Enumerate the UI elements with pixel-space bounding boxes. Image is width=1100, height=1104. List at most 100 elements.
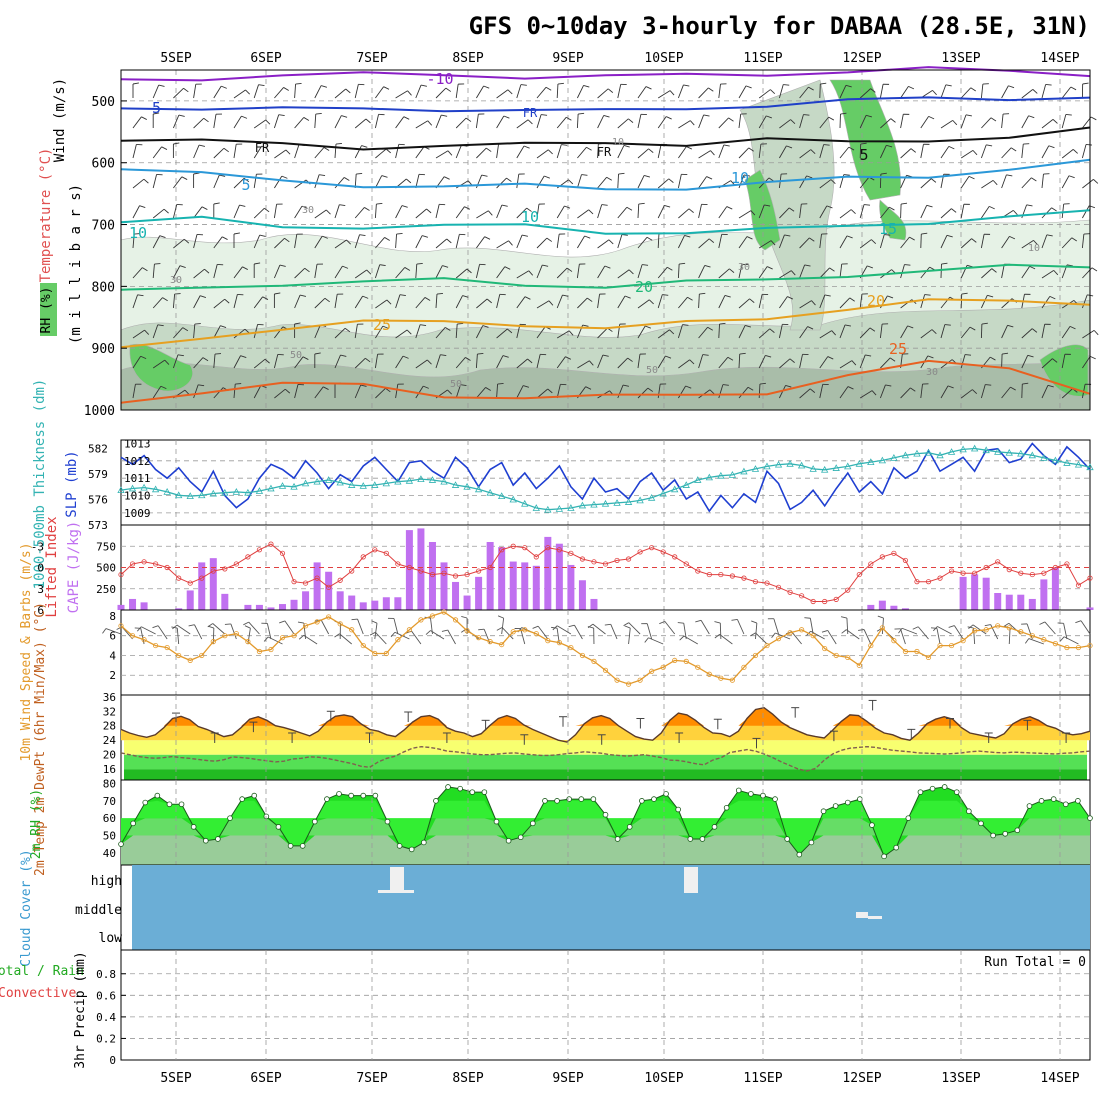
chart-title: GFS 0~10day 3-hourly for DABAA (28.5E, 3… [469,12,1090,40]
cape-bar [360,602,367,610]
wind-barb-flag [279,621,285,623]
wind-barb-flag [417,263,423,264]
rh2m-point [337,791,342,796]
rh2m-point [446,785,451,790]
rh-contour-label: 30 [302,205,314,216]
rh-contour-label: 10 [612,137,624,148]
cloud-gap [378,890,414,893]
rh2m-point [882,854,887,859]
wind-barb [412,631,421,644]
date-label-bottom: 5SEP [160,1071,191,1086]
wind-barb-flag [678,623,684,624]
cape-bar [141,602,148,610]
wind-barb [665,621,675,634]
wind-barb [900,629,905,644]
cloud-gap [856,912,868,918]
wind-barb-flag [498,616,504,618]
wind-barb [394,618,398,634]
rh2m-point [1075,798,1080,803]
date-label-top: 6SEP [250,51,281,66]
wind-barb-flag [949,626,955,628]
isotherm-label: 20 [867,292,885,310]
wind-barb-flag [858,629,864,630]
wind-barb [918,627,928,639]
wind-barb-flag [243,622,248,625]
rh2m-point [325,797,330,802]
thickness-tick-label: 576 [88,494,108,507]
wind-barb-flag [175,294,181,295]
wind-barb [1027,624,1032,639]
wind-barb [574,625,582,639]
cape-bar [256,605,263,610]
wind-barb-flag [645,638,649,643]
cape-tick-label: 250 [96,583,116,596]
cape-bar [487,542,494,610]
cape-bar [383,597,390,610]
cape-bar [521,562,528,610]
wind-barb [701,620,709,634]
date-label-bottom: 13SEP [941,1071,980,1086]
wind-barb-flag [533,626,539,628]
date-label-top: 14SEP [1040,51,1079,66]
rh2m-point [979,821,984,826]
date-label-top: 13SEP [941,51,980,66]
cloud-level-label: high [91,874,122,889]
temp-band-20-24 [124,740,1087,754]
cape-bar [579,580,586,610]
cape-bar [279,604,286,610]
wind-barb [774,619,779,634]
isotherm-label: FR [523,106,538,120]
wind-axis-label: Wind (m/s) [52,78,68,162]
rh2m-tick-label: 50 [103,830,116,843]
date-label-bottom: 6SEP [250,1071,281,1086]
wind-barb-flag [751,621,757,623]
pressure-axis-label: (m i l l i b a r s) [68,184,84,344]
isotherm-label: 25 [889,340,907,358]
date-label-bottom: 11SEP [743,1071,782,1086]
wind-barb [1009,628,1010,644]
temp-band-lowest [124,769,1087,780]
wind-barb [141,627,155,634]
wind-barb-flag [715,634,720,638]
isotherm-label: 10 [521,208,539,226]
isotherm-label: 25 [373,316,391,334]
wind-barb-flag [153,626,159,628]
cape-bar [429,542,436,610]
pressure-tick-label: 700 [92,219,115,234]
wind-barb-flag [245,626,250,628]
wind-tick-label: 2 [109,669,116,682]
wind-barb-flag [822,630,828,632]
rh2m-point [300,844,305,849]
rh2m-point [119,842,124,847]
cape-bar [556,544,563,610]
rh2m-point [991,833,996,838]
rh2m-point [845,800,850,805]
temp-tick-label: 36 [103,691,116,704]
rh2m-point [155,793,160,798]
wind-barb-flag [913,627,918,629]
cape-bar [475,577,482,610]
cape-bar [867,605,874,610]
rh2m-point [954,790,959,795]
rh2m-point [809,840,814,845]
temp-tick-label: 20 [103,749,116,762]
precip-tick-label: 0.2 [96,1032,116,1045]
rh-contour-label: 30 [738,262,750,273]
rh2m-point [567,797,572,802]
rh2m-point [773,797,778,802]
wind-barb-flag [625,626,631,628]
rh2m-tick-label: 60 [103,812,116,825]
cape-bar [314,562,321,610]
wind-barb [937,626,951,634]
temp-tick-label: 24 [103,734,117,747]
rh2m-point [615,837,620,842]
rh-contour-label: 50 [290,350,302,361]
rh2m-point [434,798,439,803]
rh-contour-label: 50 [450,379,462,390]
date-label-bottom: 9SEP [552,1071,583,1086]
wind-barb [358,619,364,634]
cape-bar [971,574,978,610]
rh2m-axis-label: 2m RH (%) [29,789,44,859]
wind-barb [828,630,836,644]
rh2m-point [676,807,681,812]
